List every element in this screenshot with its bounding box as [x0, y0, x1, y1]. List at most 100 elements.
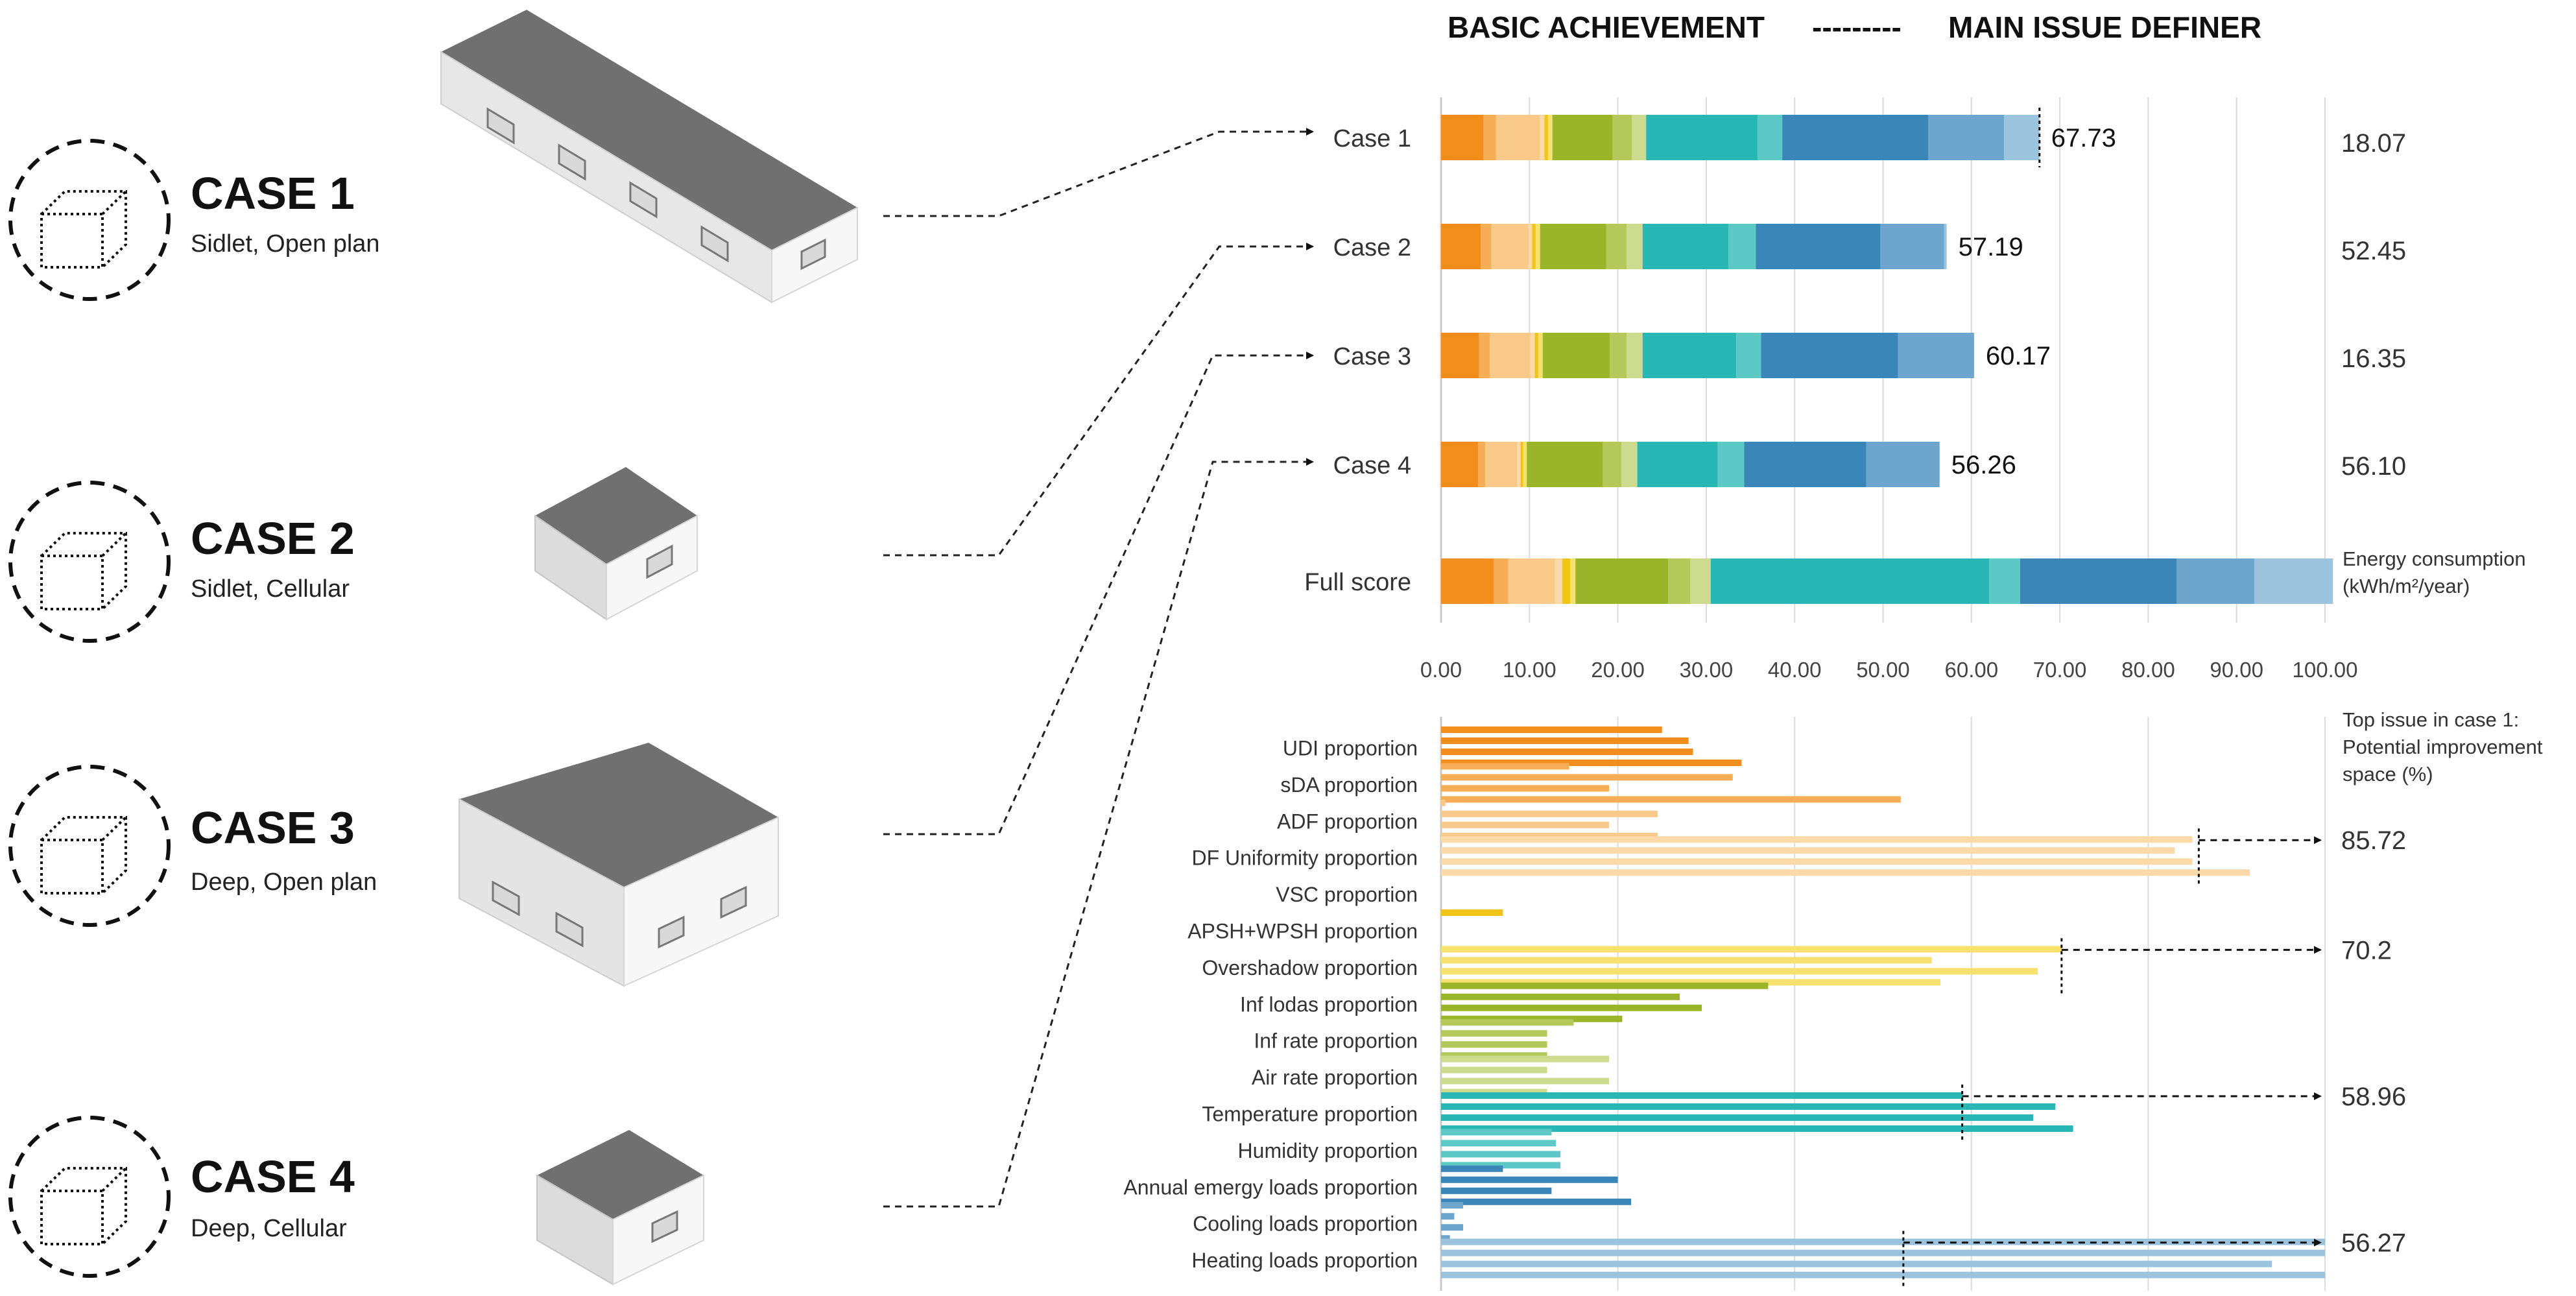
issue-bar — [1441, 749, 1693, 755]
energy-label-line1: Energy consumption — [2343, 547, 2526, 570]
top-issue-value: 70.2 — [2341, 936, 2392, 965]
issue-bar — [1441, 1103, 2056, 1110]
cube-icon — [40, 1167, 127, 1245]
issue-category-label: Heating loads proportion — [1191, 1249, 1418, 1272]
issue-bar — [1441, 1129, 1552, 1136]
main-issue-definer-chart: UDI proportion sDA proportion ADF proporti… — [1123, 717, 2406, 1291]
top-bar-segment — [1517, 442, 1521, 487]
energy-label-line2: (kWh/m²/year) — [2343, 575, 2470, 597]
energy-value-case-2: 52.45 — [2341, 237, 2406, 265]
top-bar-segment — [1627, 224, 1643, 269]
issue-category-label: APSH+WPSH proportion — [1187, 920, 1418, 943]
header-right: MAIN ISSUE DEFINER — [1948, 10, 2261, 44]
issue-bar — [1441, 1066, 1547, 1074]
top-bar-segment — [1489, 333, 1531, 378]
top-bar-segment — [1606, 224, 1627, 269]
top-bar-segment — [2020, 558, 2177, 604]
top-issue-value: 85.72 — [2341, 826, 2406, 855]
issue-category-label: Inf lodas proportion — [1240, 992, 1418, 1016]
top-bar-segment — [1610, 333, 1627, 378]
issue-bar — [1441, 1088, 1547, 1096]
case-1-subtitle: Sidlet, Open plan — [191, 230, 380, 258]
issue-bar — [1441, 796, 1901, 803]
top-total-label: 57.19 — [1959, 233, 2023, 261]
issue-bar — [1441, 785, 1609, 792]
issue-bar — [1441, 847, 2175, 854]
case-1-title: CASE 1 — [191, 168, 355, 219]
top-bar-segment — [1532, 224, 1536, 269]
top-bar-segment — [1535, 224, 1540, 269]
issue-bar — [1441, 1030, 1547, 1037]
issue-bar — [1441, 869, 2250, 876]
case-3-circle — [8, 765, 171, 927]
issue-bar — [1441, 1004, 1702, 1011]
top-category-label: Case 3 — [1333, 343, 1411, 370]
top-bar-segment — [1668, 558, 1691, 604]
top-bar-segment — [1523, 442, 1527, 487]
energy-value-case-1: 18.07 — [2341, 129, 2406, 158]
top-x-tick-label: 90.00 — [2210, 658, 2263, 682]
issue-bar — [1441, 1015, 1623, 1022]
case-4: CASE 4 Deep, Cellular — [8, 1116, 355, 1278]
issue-category-label: Air rate proportion — [1252, 1066, 1418, 1089]
top-bar-segment — [1757, 115, 1783, 160]
building-case-3 — [459, 743, 779, 987]
case-2-title: CASE 2 — [191, 513, 355, 564]
top-bar-segment — [1642, 333, 1737, 378]
top-category-label: Full score — [1304, 569, 1411, 596]
issue-category-label: VSC proportion — [1276, 883, 1418, 906]
top-bar-segment — [1642, 224, 1728, 269]
issue-category-label: DF Uniformity proportion — [1191, 846, 1418, 870]
issue-bar — [1441, 909, 1503, 916]
issue-bar — [1441, 1092, 1963, 1099]
connector-case-1 — [883, 128, 1314, 217]
top-bar-segment — [1441, 333, 1479, 378]
issue-bar — [1441, 1151, 1561, 1158]
top-bar-segment — [1880, 224, 1944, 269]
top-bar-segment — [1491, 224, 1529, 269]
building-case-4 — [536, 1130, 704, 1286]
window-icon — [646, 544, 673, 579]
issue-bar — [1441, 1125, 2073, 1132]
top-bar-segment — [1898, 333, 1974, 378]
top-bar-segment — [1508, 558, 1555, 604]
connector-case-2 — [883, 243, 1314, 557]
top-bar-segment — [1736, 333, 1761, 378]
issue-bar — [1441, 1224, 1464, 1231]
top-bar-segment — [1612, 115, 1632, 160]
top-bar-segment — [2254, 558, 2333, 604]
issue-bar — [1441, 1249, 2325, 1256]
issue-bar — [1441, 774, 1733, 781]
header-dashes: --------- — [1812, 10, 1902, 44]
connector-case-4 — [883, 458, 1314, 1208]
energy-value-case-4: 56.10 — [2341, 452, 2406, 481]
issue-bar — [1441, 993, 1680, 1000]
top-bar-segment — [1441, 115, 1484, 160]
issue-bar — [1441, 982, 1769, 989]
case-2-subtitle: Sidlet, Cellular — [191, 575, 350, 603]
case-4-subtitle: Deep, Cellular — [191, 1215, 347, 1242]
top-x-tick-label: 70.00 — [2033, 658, 2087, 682]
top-x-tick-label: 40.00 — [1768, 658, 1822, 682]
top-x-tick-label: 10.00 — [1503, 658, 1556, 682]
cube-icon — [40, 532, 127, 610]
issue-bar — [1441, 738, 1689, 744]
issue-bar — [1441, 1052, 1547, 1059]
issue-bar — [1441, 1260, 2272, 1267]
top-bar-segment — [1928, 115, 2005, 160]
top-bar-segment — [1555, 558, 1562, 604]
issue-bar — [1441, 1077, 1609, 1085]
issue-bar — [1441, 1114, 2034, 1121]
issue-category-label: Overshadow proportion — [1202, 956, 1418, 979]
top-bar-segment — [1540, 115, 1545, 160]
top-category-label: Case 2 — [1333, 234, 1411, 261]
window-icon — [486, 107, 826, 270]
top-bar-segment — [1782, 115, 1929, 160]
top-bar-segment — [1528, 224, 1532, 269]
top-category-label: Case 1 — [1333, 125, 1411, 152]
top-bar-segment — [1603, 442, 1622, 487]
energy-value-case-3: 16.35 — [2341, 344, 2406, 373]
top-x-tick-label: 100.00 — [2293, 658, 2358, 682]
top-bar-segment — [1479, 333, 1490, 378]
issue-bar — [1441, 858, 2193, 865]
